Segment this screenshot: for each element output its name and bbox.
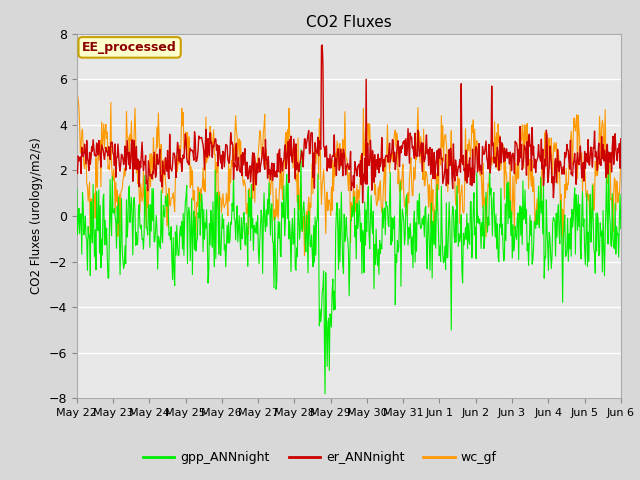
Legend: gpp_ANNnight, er_ANNnight, wc_gf: gpp_ANNnight, er_ANNnight, wc_gf (138, 446, 502, 469)
Title: CO2 Fluxes: CO2 Fluxes (306, 15, 392, 30)
Text: EE_processed: EE_processed (82, 41, 177, 54)
Y-axis label: CO2 Fluxes (urology/m2/s): CO2 Fluxes (urology/m2/s) (30, 138, 43, 294)
